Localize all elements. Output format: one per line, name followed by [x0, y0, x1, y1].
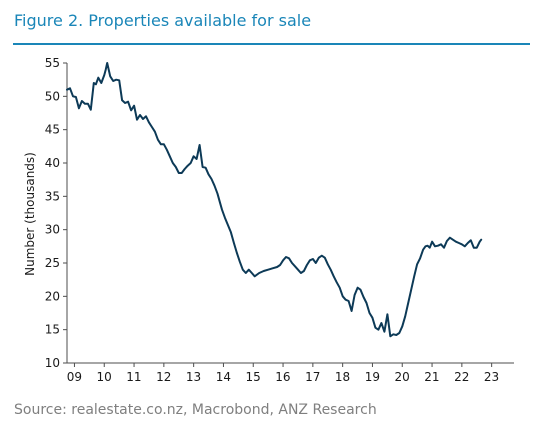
- y-tick-label: 25: [45, 256, 60, 270]
- chart-axes: [66, 63, 514, 364]
- x-tick-label: 21: [424, 370, 439, 384]
- title-rule: [13, 43, 530, 45]
- y-tick-label: 35: [45, 189, 60, 203]
- source-note: Source: realestate.co.nz, Macrobond, ANZ…: [14, 402, 377, 418]
- x-tick-label: 20: [395, 370, 410, 384]
- x-tick-label: 23: [484, 370, 499, 384]
- x-tick-label: 15: [246, 370, 261, 384]
- x-tick-label: 16: [275, 370, 290, 384]
- y-tick-label: 45: [45, 123, 60, 137]
- x-tick-label: 18: [335, 370, 350, 384]
- series-line: [66, 62, 483, 338]
- x-tick-label: 13: [186, 370, 201, 384]
- y-tick-label: 40: [45, 156, 60, 170]
- x-tick-label: 19: [365, 370, 380, 384]
- x-tick-label: 11: [126, 370, 141, 384]
- figure-title: Figure 2. Properties available for sale: [14, 11, 312, 30]
- y-tick-label: 10: [45, 356, 60, 370]
- y-axis-ticks: 10 15 20 25 30 35 40 45 50 55: [45, 56, 67, 370]
- x-tick-label: 12: [156, 370, 171, 384]
- y-tick-label: 15: [45, 323, 60, 337]
- y-axis-label: Number (thousands): [23, 152, 37, 276]
- y-tick-label: 30: [45, 223, 60, 237]
- y-tick-label: 55: [45, 56, 60, 70]
- x-tick-label: 17: [305, 370, 320, 384]
- y-tick-label: 50: [45, 89, 60, 103]
- x-tick-label: 22: [454, 370, 469, 384]
- x-axis-ticks: 09 10 11 12 13 14 15 16 17 18 19 20 21 22 23: [67, 363, 499, 384]
- x-tick-label: 10: [97, 370, 112, 384]
- y-tick-label: 20: [45, 289, 60, 303]
- x-tick-label: 09: [67, 370, 82, 384]
- x-tick-label: 14: [216, 370, 231, 384]
